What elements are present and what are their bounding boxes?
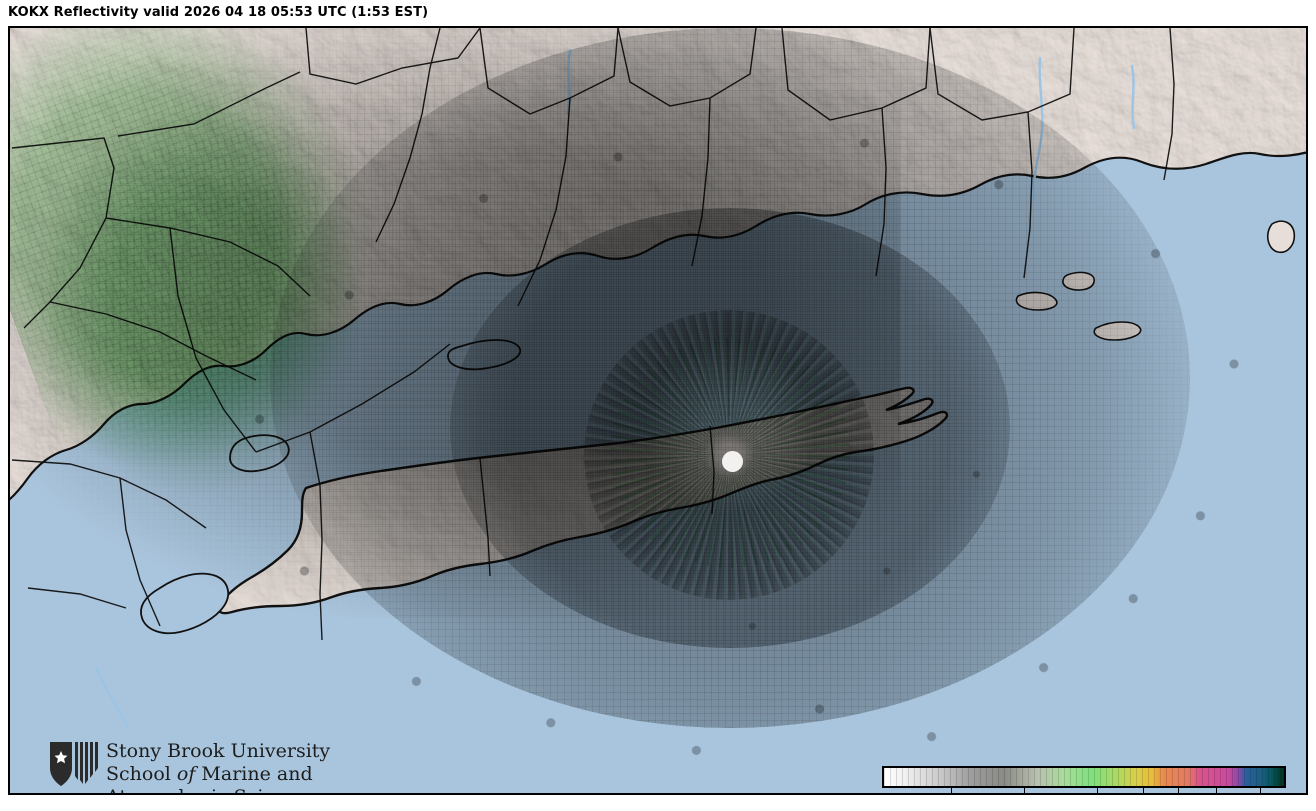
colorbar-tick-label: 0 bbox=[947, 793, 957, 795]
colorbar-tick-label: 40 bbox=[1088, 793, 1107, 795]
logo-text: Stony Brook University School of Marine … bbox=[106, 740, 356, 793]
colorbar-tick bbox=[951, 788, 953, 793]
colorbar: 0 20 40 50 60 70 80 bbox=[874, 760, 1294, 795]
logo-line-2a: School bbox=[106, 763, 177, 785]
colorbar-tick bbox=[1178, 788, 1180, 793]
colorbar-gradient-box bbox=[882, 766, 1286, 788]
colorbar-tick-label: 60 bbox=[1169, 793, 1188, 795]
colorbar-tick bbox=[1216, 788, 1218, 793]
colorbar-tick-label: 50 bbox=[1133, 793, 1152, 795]
shield-star-icon bbox=[50, 742, 98, 786]
logo-line-2: School of Marine and bbox=[106, 763, 356, 786]
colorbar-tick bbox=[1142, 788, 1144, 793]
colorbar-tick-label: 20 bbox=[1015, 793, 1034, 795]
page-title: KOKX Reflectivity valid 2026 04 18 05:53… bbox=[8, 5, 429, 20]
colorbar-tick-label: 80 bbox=[1250, 793, 1269, 795]
radar-site-marker bbox=[722, 451, 743, 472]
colorbar-tick-label: 70 bbox=[1207, 793, 1226, 795]
logo-line-2c: Marine and bbox=[195, 763, 313, 785]
radar-echo-scattered-speckle bbox=[170, 88, 1290, 778]
colorbar-gradient bbox=[884, 768, 1284, 786]
logo-line-1: Stony Brook University bbox=[106, 740, 331, 762]
stony-brook-logo: Stony Brook University School of Marine … bbox=[48, 740, 348, 793]
logo-line-2b: of bbox=[176, 763, 196, 785]
colorbar-tick bbox=[1024, 788, 1026, 793]
radar-map-panel: 0 20 40 50 60 70 80 Stony Brook University Sch… bbox=[8, 26, 1308, 795]
colorbar-tick bbox=[1097, 788, 1099, 793]
logo-line-3: Atmospheric Sciences bbox=[106, 786, 356, 793]
colorbar-tick bbox=[1259, 788, 1261, 793]
